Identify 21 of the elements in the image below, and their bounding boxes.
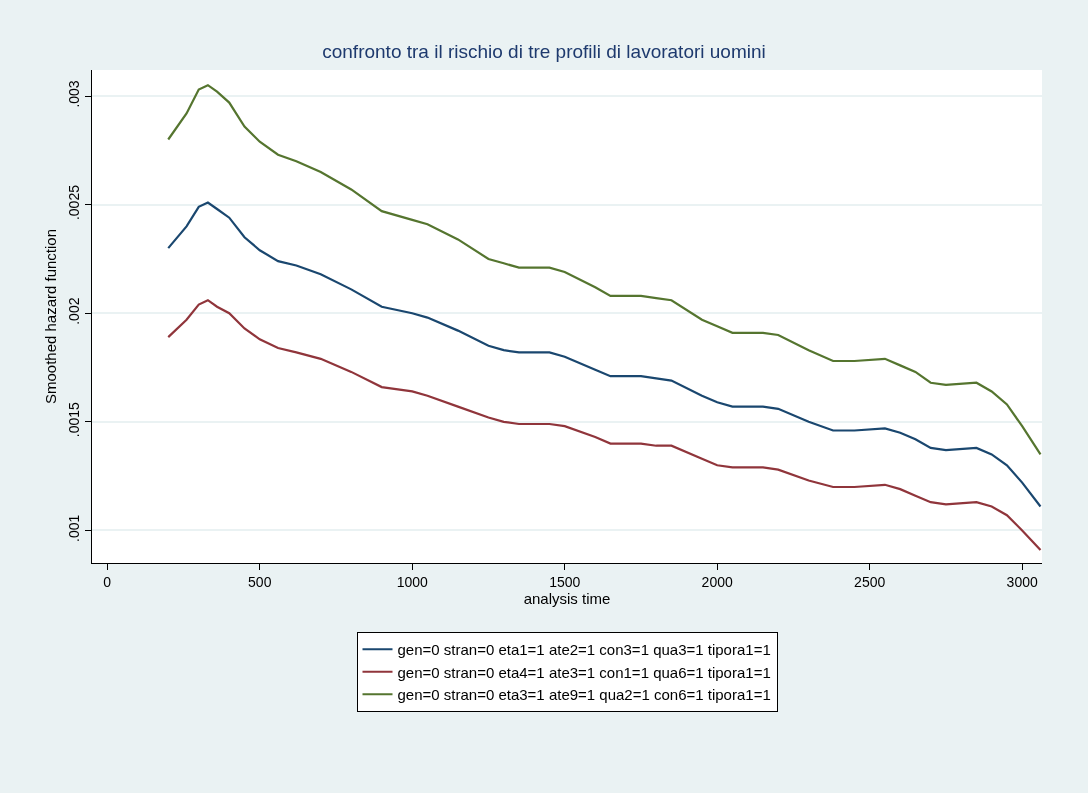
x-tick-label: 500 <box>248 573 272 590</box>
chart-title: confronto tra il rischio di tre profili di lavoratori uomini <box>322 41 766 63</box>
x-tick-label: 3000 <box>1006 573 1038 590</box>
y-tick-label: .0025 <box>66 184 83 221</box>
line-series <box>167 201 1042 508</box>
legend-label: gen=0 stran=0 eta4=1 ate3=1 con1=1 qua6=1 tipora1=1 <box>397 663 771 681</box>
x-tick-label: 2000 <box>701 573 733 590</box>
x-tick-label: 0 <box>103 573 112 590</box>
y-axis-title: Smoothed hazard function <box>41 228 59 405</box>
y-tick-label: .0015 <box>66 402 83 438</box>
line-series <box>167 299 1042 552</box>
x-axis-title: analysis time <box>523 589 611 607</box>
x-tick-label: 1500 <box>549 573 581 590</box>
y-tick-label: .002 <box>66 297 83 325</box>
y-tick-label: .001 <box>66 514 83 542</box>
y-tick-label: .003 <box>66 80 83 108</box>
x-tick-label: 2500 <box>854 573 886 590</box>
legend-label: gen=0 stran=0 eta1=1 ate2=1 con3=1 qua3=1 tipora1=1 <box>397 641 771 659</box>
line-series <box>167 84 1042 456</box>
x-tick-label: 1000 <box>396 573 428 590</box>
legend-label: gen=0 stran=0 eta3=1 ate9=1 qua2=1 con6=1 tipora1=1 <box>397 686 771 704</box>
